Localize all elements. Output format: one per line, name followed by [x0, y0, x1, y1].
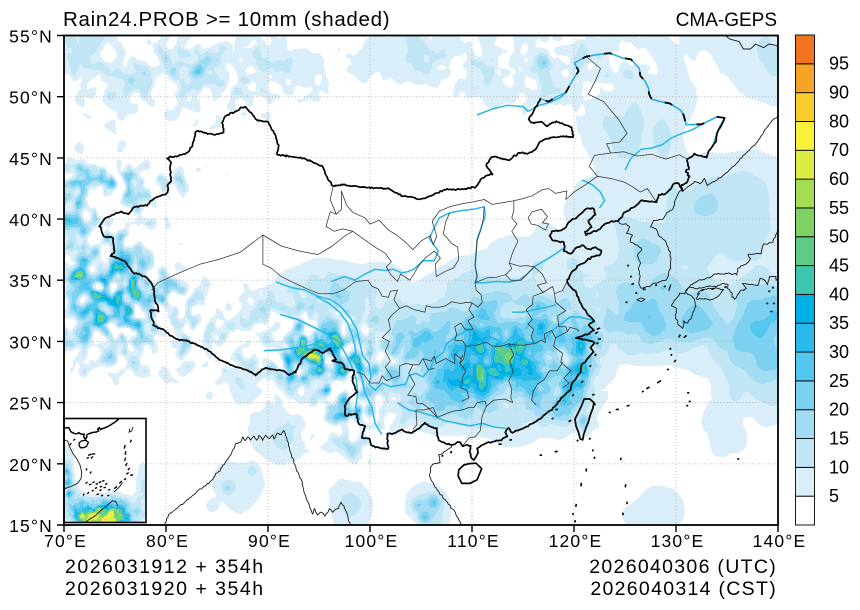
- svg-text:140°E: 140°E: [753, 531, 807, 551]
- svg-text:2026031920 + 354h: 2026031920 + 354h: [65, 578, 265, 600]
- svg-text:30: 30: [829, 342, 849, 362]
- svg-text:120°E: 120°E: [549, 531, 603, 551]
- svg-text:20°N: 20°N: [9, 455, 53, 475]
- svg-text:60: 60: [829, 169, 849, 189]
- svg-text:2026040306 (UTC): 2026040306 (UTC): [589, 556, 777, 578]
- svg-text:50°N: 50°N: [9, 88, 53, 108]
- svg-text:80°E: 80°E: [146, 531, 189, 551]
- svg-text:80: 80: [829, 111, 849, 131]
- svg-text:25: 25: [829, 371, 849, 391]
- svg-text:40: 40: [829, 284, 849, 304]
- svg-text:10: 10: [829, 457, 849, 477]
- svg-text:130°E: 130°E: [651, 531, 705, 551]
- svg-text:40°N: 40°N: [9, 210, 53, 230]
- svg-text:90: 90: [829, 83, 849, 103]
- svg-text:50: 50: [829, 227, 849, 247]
- svg-text:70°E: 70°E: [44, 531, 87, 551]
- svg-text:15: 15: [829, 428, 849, 448]
- svg-text:2026040314 (CST): 2026040314 (CST): [590, 578, 777, 600]
- svg-text:45: 45: [829, 256, 849, 276]
- svg-text:35°N: 35°N: [9, 271, 53, 291]
- svg-text:30°N: 30°N: [9, 332, 53, 352]
- svg-text:55: 55: [829, 198, 849, 218]
- svg-text:2026031912 + 354h: 2026031912 + 354h: [65, 556, 265, 578]
- svg-text:55°N: 55°N: [9, 27, 53, 47]
- svg-text:70: 70: [829, 140, 849, 160]
- svg-text:CMA-GEPS: CMA-GEPS: [676, 10, 777, 31]
- svg-text:95: 95: [829, 54, 849, 74]
- svg-text:Rain24.PROB >= 10mm (shaded): Rain24.PROB >= 10mm (shaded): [63, 8, 390, 31]
- svg-text:5: 5: [829, 486, 839, 506]
- svg-text:20: 20: [829, 400, 849, 420]
- svg-text:100°E: 100°E: [345, 531, 399, 551]
- svg-text:90°E: 90°E: [248, 531, 291, 551]
- svg-text:15°N: 15°N: [9, 516, 53, 536]
- svg-text:35: 35: [829, 313, 849, 333]
- svg-text:45°N: 45°N: [9, 149, 53, 169]
- svg-text:110°E: 110°E: [447, 531, 500, 551]
- svg-text:25°N: 25°N: [9, 394, 53, 414]
